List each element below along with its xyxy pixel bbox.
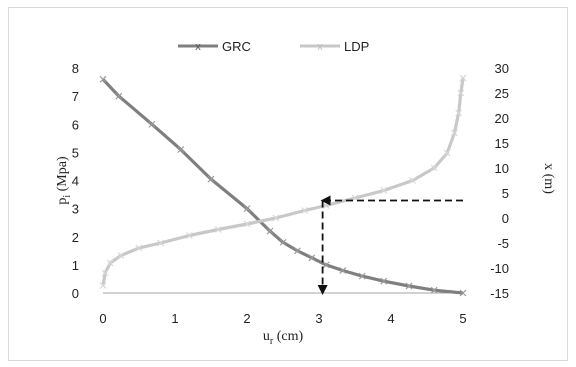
data-point-grc [177, 146, 185, 153]
x-tick-label: 5 [459, 311, 466, 326]
legend-ldp-marker: x [317, 41, 323, 53]
data-point-ldp [272, 214, 280, 222]
x-tick-label: 1 [171, 311, 178, 326]
data-point-ldp [409, 177, 417, 184]
y2-tick-label: -5 [497, 236, 509, 251]
data-point-grc [99, 75, 107, 83]
y2-tick-label: -15 [490, 286, 509, 301]
x-tick-label: 0 [99, 311, 106, 326]
data-point-grc [293, 247, 301, 255]
annotations-group [317, 195, 463, 295]
data-point-grc [459, 289, 467, 297]
y-tick-label: 0 [72, 286, 79, 301]
data-point-grc [148, 120, 156, 128]
data-point-grc [243, 205, 251, 213]
data-point-ldp [450, 129, 458, 137]
data-point-ldp [99, 282, 107, 289]
data-point-ldp [301, 207, 309, 214]
data-point-ldp [157, 239, 165, 247]
y2-tick-label: 30 [495, 61, 509, 76]
data-point-grc [405, 282, 413, 290]
y2-tick-label: -10 [490, 261, 509, 276]
y2-tick-label: 20 [495, 111, 509, 126]
data-point-grc [115, 92, 123, 100]
y2-axis-title: x (m) [541, 163, 556, 194]
y-tick-label: 2 [72, 230, 79, 245]
data-point-ldp [185, 232, 193, 239]
y-tick-label: 4 [72, 174, 79, 189]
y-tick-label: 7 [72, 89, 79, 104]
data-point-grc [380, 277, 388, 285]
legend-grc-marker: x [195, 41, 201, 53]
data-point-ldp [214, 226, 222, 233]
x-axis-title: ur (cm) [263, 329, 304, 347]
legend: x GRC x LDP [178, 39, 369, 54]
data-point-ldp [243, 220, 251, 228]
data-point-grc [308, 254, 316, 262]
legend-grc-label: GRC [222, 39, 251, 54]
y-tick-label: 5 [72, 145, 79, 160]
axis-titles: ur (cm) pi (Mpa) x (m) [55, 156, 556, 347]
data-point-ldp [459, 74, 467, 82]
data-point-grc [207, 175, 215, 183]
x-tick-label: 4 [387, 311, 394, 326]
legend-ldp-label: LDP [344, 39, 369, 54]
data-point-ldp [430, 164, 438, 172]
y-tick-label: 1 [72, 258, 79, 273]
y2-tick-label: 15 [495, 136, 509, 151]
series-line-ldp [101, 77, 465, 286]
data-point-ldp [443, 149, 451, 157]
data-point-ldp [106, 259, 114, 267]
y2-tick-label: 25 [495, 86, 509, 101]
data-point-grc [279, 238, 287, 246]
x-tick-label: 2 [243, 311, 250, 326]
data-point-grc [430, 286, 438, 294]
data-point-ldp [135, 244, 143, 252]
data-point-ldp [117, 252, 125, 259]
y2-tick-label: 0 [502, 211, 509, 226]
data-point-grc [266, 227, 274, 235]
axes: 0 1 2 3 4 5 0 1 2 3 4 5 6 7 8 -15 -10 -5 0 5 10 15 20 25 30 [72, 61, 509, 326]
data-point-grc [358, 272, 366, 280]
data-point-ldp [101, 269, 109, 277]
chart-frame [8, 7, 568, 361]
x-tick-label: 3 [315, 311, 322, 326]
data-point-grc [322, 261, 330, 269]
y-tick-label: 6 [72, 117, 79, 132]
data-point-ldp [380, 187, 388, 194]
y2-tick-label: 10 [495, 161, 509, 176]
y2-tick-label: 5 [502, 186, 509, 201]
data-point-ldp [455, 109, 463, 117]
data-point-ldp [457, 89, 465, 97]
y-tick-label: 8 [72, 61, 79, 76]
series-group [99, 74, 467, 297]
y-axis-title: pi (Mpa) [55, 156, 73, 205]
y-tick-label: 3 [72, 202, 79, 217]
data-point-grc [339, 267, 347, 274]
series-line-grc [101, 78, 464, 295]
